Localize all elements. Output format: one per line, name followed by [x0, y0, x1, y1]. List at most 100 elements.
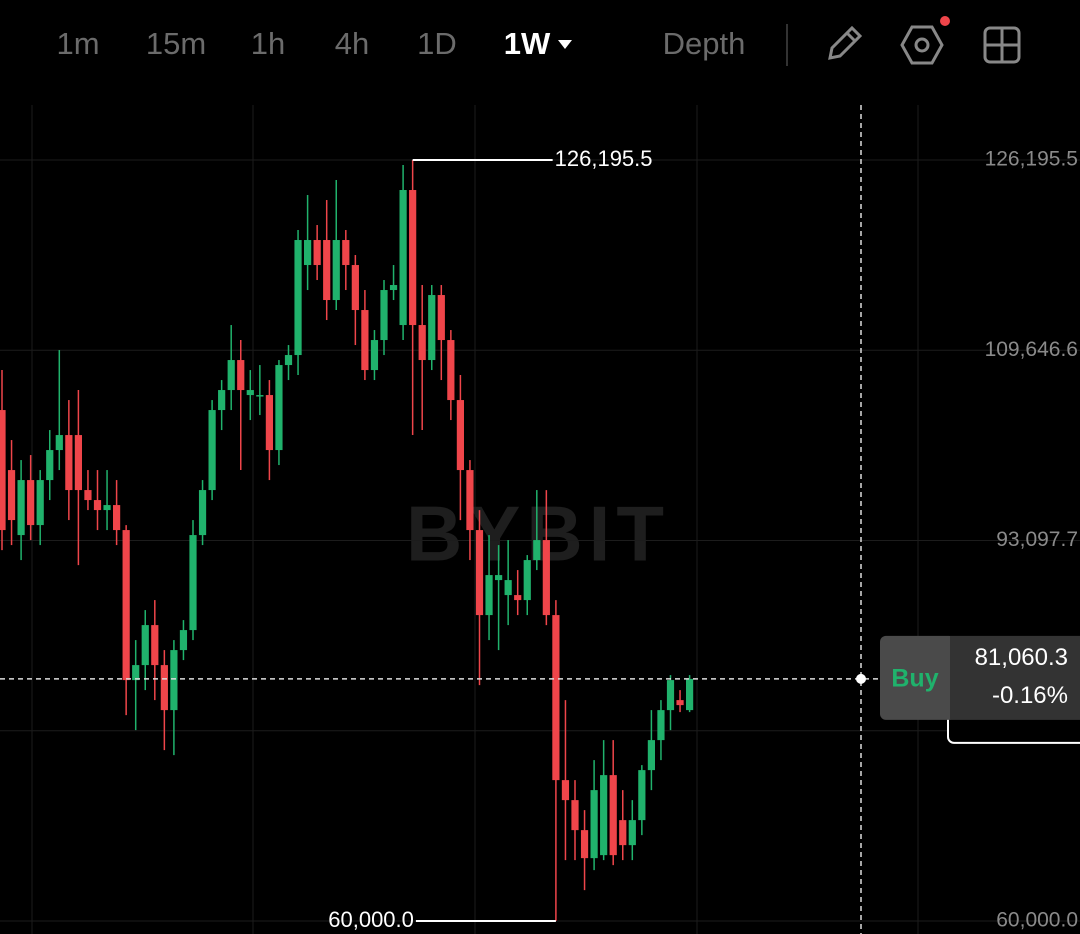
candle-body	[380, 290, 388, 341]
price-box	[950, 635, 1080, 720]
candle-body	[284, 355, 293, 366]
candle-body	[265, 395, 273, 451]
candle-body	[485, 575, 493, 616]
candle-body	[7, 470, 16, 521]
candle-body	[304, 240, 312, 266]
price-overlay: Buy 81,060.3 -0.16%	[0, 635, 1080, 744]
candle-body	[313, 240, 321, 266]
candle-body	[561, 780, 570, 801]
interval-tab[interactable]: 1h	[251, 26, 285, 61]
candle-body	[179, 630, 188, 651]
candle-body	[65, 435, 73, 491]
candle-body	[189, 535, 197, 631]
candle-body	[580, 830, 589, 859]
interval-tab[interactable]: 1m	[56, 26, 99, 61]
candle-body	[418, 325, 426, 361]
candle-body	[46, 450, 54, 481]
y-tick-label: 126,195.5	[985, 148, 1078, 171]
candle-body	[246, 390, 254, 396]
candle-body	[399, 190, 407, 326]
candle-body	[160, 665, 168, 711]
interval-tab[interactable]: 1W	[504, 26, 551, 61]
candle-body	[447, 340, 455, 401]
candle-body	[600, 775, 608, 856]
candle-body	[619, 820, 627, 846]
notification-dot	[940, 16, 950, 26]
candle-body	[93, 500, 102, 511]
toolbar: 1m 15m 1h 4h 1D 1W Depth	[56, 26, 745, 61]
candle-body	[256, 395, 264, 397]
candle-body	[466, 470, 474, 531]
candle-body	[437, 295, 445, 341]
candle-body	[657, 710, 665, 741]
interval-tab[interactable]: 15m	[146, 26, 206, 61]
candle-body	[533, 540, 541, 561]
candle-body	[409, 190, 417, 326]
candle-body	[227, 360, 235, 391]
candle-body	[208, 410, 216, 491]
candle-body	[27, 480, 35, 526]
candle-body	[361, 310, 369, 371]
candle-body	[103, 505, 111, 511]
candle-body	[237, 360, 245, 391]
candle-body	[647, 740, 655, 771]
low-label: 60,000.0	[328, 907, 414, 932]
candle-body	[590, 790, 598, 859]
candle-body	[84, 490, 92, 501]
candle-body	[198, 490, 207, 536]
depth-tab[interactable]: Depth	[663, 26, 746, 61]
y-tick-label: 93,097.7	[996, 528, 1078, 551]
candle-body	[323, 240, 331, 301]
candle-body	[552, 615, 560, 781]
candle-body	[475, 530, 484, 616]
candle-body	[514, 595, 522, 601]
buy-button-bg[interactable]	[880, 635, 955, 720]
pencil-icon[interactable]	[828, 25, 863, 60]
crosshair-dot	[856, 673, 866, 684]
candle-body	[294, 240, 302, 356]
candle-body	[389, 285, 398, 291]
candle-body	[638, 770, 646, 821]
candle-body	[36, 480, 44, 526]
candle-body	[495, 575, 503, 581]
candle-body	[571, 800, 579, 831]
high-label: 126,195.5	[555, 146, 653, 171]
time-grid	[31, 105, 919, 934]
buy-button[interactable]: Buy	[891, 664, 938, 692]
candle-body	[523, 560, 531, 601]
candle-body	[456, 400, 464, 471]
candle-body	[609, 775, 617, 856]
candle-body	[428, 295, 436, 361]
candle-body	[351, 265, 359, 311]
candle-body	[666, 680, 675, 711]
candle-body	[542, 540, 550, 616]
candle-body	[370, 340, 379, 371]
candle-body	[122, 530, 130, 681]
candle-body	[141, 625, 149, 666]
y-tick-label: 109,646.6	[985, 338, 1078, 361]
candle-body	[132, 665, 140, 681]
candle-body	[170, 650, 178, 711]
candle-body	[686, 678, 694, 711]
candle-body	[17, 480, 25, 536]
candle-body	[113, 505, 121, 531]
candle-body	[332, 240, 340, 301]
candle-body	[0, 410, 6, 531]
candle-body	[342, 240, 350, 266]
change-label: -0.16%	[992, 682, 1068, 709]
candle-body	[218, 390, 226, 411]
candle-body	[74, 435, 82, 491]
dropdown-arrow[interactable]	[558, 40, 572, 49]
candle-body	[676, 700, 684, 706]
interval-tab[interactable]: 1D	[417, 26, 457, 61]
candle-body	[504, 580, 512, 596]
settings-icon[interactable]	[900, 25, 944, 65]
candle-body	[55, 435, 63, 451]
last-price-label: 81,060.3	[975, 644, 1068, 671]
candle-body	[275, 365, 283, 451]
candle-body	[151, 625, 159, 666]
interval-tab[interactable]: 4h	[335, 26, 369, 61]
watermark: BYBIT	[406, 490, 670, 578]
layout-icon[interactable]	[983, 26, 1021, 64]
